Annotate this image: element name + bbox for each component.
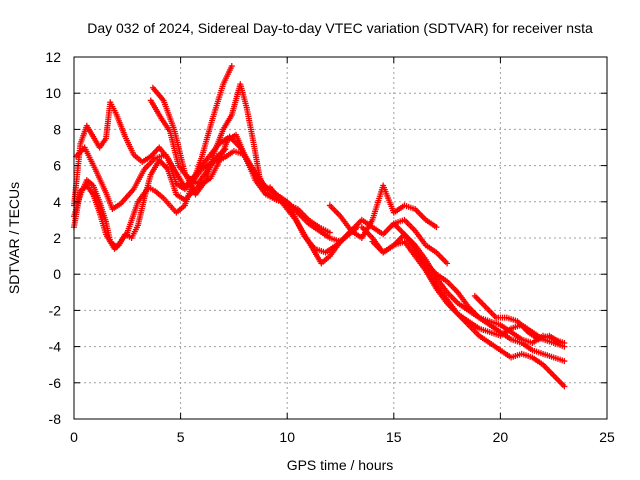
series-track-1 (73, 133, 361, 256)
series-track-3 (71, 63, 235, 251)
y-tick-label: -4 (49, 339, 62, 355)
grid (74, 57, 607, 419)
axis-ticks (73, 56, 608, 420)
series-track-11 (390, 220, 568, 365)
x-axis-label: GPS time / hours (287, 457, 394, 473)
series-track-5 (149, 81, 286, 205)
x-tick-label: 25 (599, 429, 615, 445)
data-point (561, 358, 568, 365)
y-tick-labels: -8 -6 -4 -2 0 2 4 6 8 10 12 (45, 49, 61, 427)
data-point (326, 229, 333, 236)
y-tick-label: 8 (53, 121, 61, 137)
series-track-9 (358, 224, 568, 350)
y-tick-label: -6 (49, 375, 62, 391)
series-track-6 (147, 97, 229, 187)
x-tick-label: 20 (493, 429, 509, 445)
x-tick-label: 10 (279, 429, 295, 445)
data-point (444, 260, 451, 267)
series-track-8 (326, 182, 440, 241)
x-tick-label: 5 (177, 429, 185, 445)
data-markers (71, 63, 568, 390)
data-point (561, 383, 568, 390)
x-tick-label: 15 (386, 429, 402, 445)
y-tick-label: 2 (53, 230, 61, 246)
chart-title: Day 032 of 2024, Sidereal Day-to-day VTE… (87, 20, 593, 36)
y-tick-label: -2 (49, 302, 62, 318)
data-point (433, 224, 440, 231)
data-point (222, 146, 229, 153)
series-track-13 (471, 292, 564, 346)
y-tick-label: 6 (53, 158, 61, 174)
y-tick-label: 10 (45, 85, 61, 101)
y-tick-label: -8 (49, 411, 62, 427)
y-tick-label: 12 (45, 49, 61, 65)
y-axis-label: SDTVAR / TECUs (6, 182, 22, 294)
data-point (228, 63, 235, 70)
series-track-7 (267, 184, 451, 267)
x-tick-label: 0 (70, 429, 78, 445)
y-tick-label: 0 (53, 266, 61, 282)
data-point (557, 339, 564, 346)
x-tick-labels: 0 5 10 15 20 25 (70, 429, 615, 445)
series-track-10 (369, 238, 568, 390)
y-tick-label: 4 (53, 194, 61, 210)
